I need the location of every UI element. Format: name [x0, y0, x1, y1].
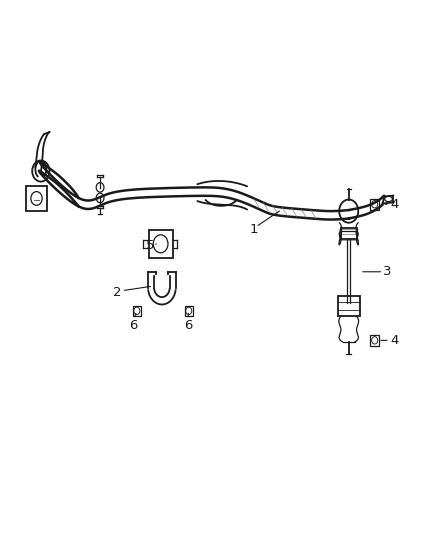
Text: 6: 6 — [130, 319, 138, 332]
Text: 3: 3 — [383, 265, 392, 278]
Text: 4: 4 — [390, 334, 398, 347]
Text: 5: 5 — [146, 239, 155, 252]
Text: 6: 6 — [184, 319, 192, 332]
Bar — [371, 199, 379, 209]
Text: 4: 4 — [390, 198, 398, 211]
Text: 2: 2 — [113, 286, 122, 300]
Bar — [340, 228, 357, 239]
Bar — [185, 306, 193, 316]
Text: 1: 1 — [249, 223, 258, 236]
Bar — [371, 335, 379, 345]
Bar — [338, 296, 360, 316]
Bar — [133, 306, 141, 316]
